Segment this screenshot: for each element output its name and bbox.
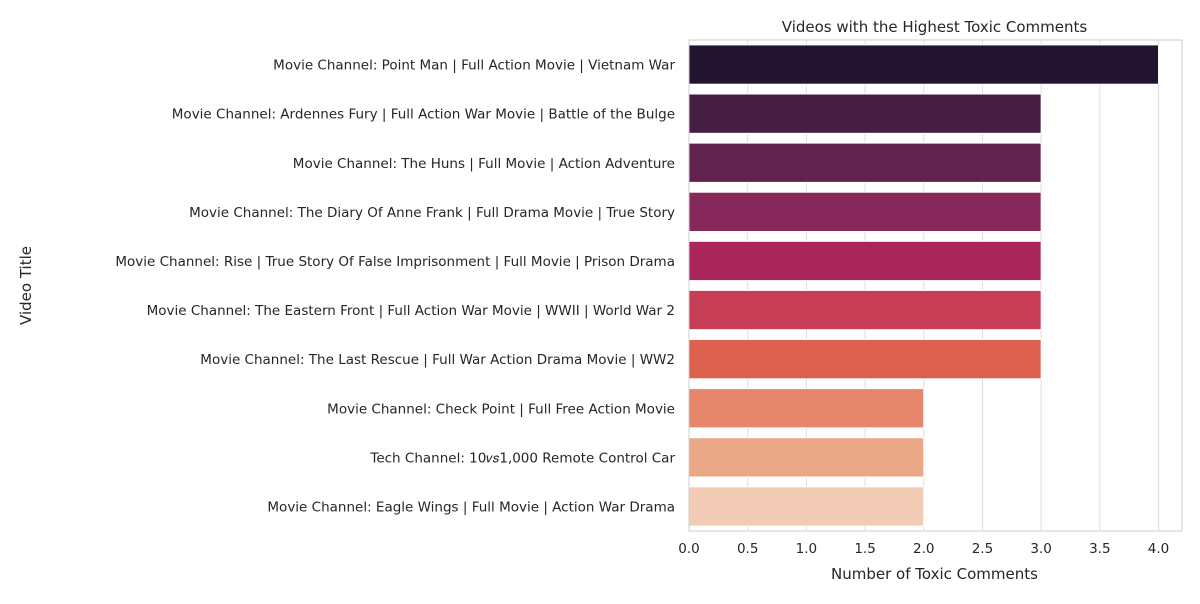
category-label: Tech Channel: 10𝑣𝑠1,000 Remote Control C… (369, 450, 675, 466)
bar (688, 93, 1042, 134)
x-tick-label: 0.0 (678, 541, 699, 557)
category-label: Movie Channel: The Diary Of Anne Frank |… (189, 205, 675, 221)
x-tick-label: 2.5 (972, 541, 993, 557)
x-tick-label: 3.5 (1089, 541, 1110, 557)
x-tick-label: 2.0 (913, 541, 934, 557)
category-label: Movie Channel: Eagle Wings | Full Movie … (267, 499, 675, 515)
x-axis-label: Number of Toxic Comments (831, 565, 1038, 583)
y-axis-category-labels: Movie Channel: Point Man | Full Action M… (115, 58, 675, 516)
bar (688, 388, 925, 429)
bar (688, 44, 1160, 85)
x-axis-ticks: 0.0 0.5 1.0 1.5 2.0 2.5 3.0 3.5 4.0 (678, 541, 1169, 557)
x-tick-label: 0.5 (737, 541, 758, 557)
chart-title: Videos with the Highest Toxic Comments (782, 18, 1088, 36)
bar (688, 142, 1042, 183)
x-tick-label: 4.0 (1148, 541, 1169, 557)
bar (688, 486, 925, 527)
category-label: Movie Channel: Point Man | Full Action M… (273, 58, 675, 74)
x-tick-label: 3.0 (1030, 541, 1051, 557)
bar (688, 437, 925, 478)
category-label: Movie Channel: Rise | True Story Of Fals… (115, 254, 675, 270)
y-axis-label: Video Title (17, 246, 35, 325)
category-label: Movie Channel: The Eastern Front | Full … (147, 303, 675, 319)
x-tick-label: 1.0 (796, 541, 817, 557)
bar (688, 289, 1042, 331)
bar (688, 191, 1042, 232)
category-label: Movie Channel: Check Point | Full Free A… (327, 401, 675, 417)
category-label: Movie Channel: The Huns | Full Movie | A… (293, 156, 675, 172)
x-tick-label: 1.5 (854, 541, 875, 557)
plot-frame (688, 39, 1183, 532)
bars (688, 44, 1160, 527)
bar (688, 339, 1042, 380)
category-label: Movie Channel: Ardennes Fury | Full Acti… (172, 107, 675, 123)
bar (688, 240, 1042, 282)
category-label: Movie Channel: The Last Rescue | Full Wa… (200, 352, 675, 368)
